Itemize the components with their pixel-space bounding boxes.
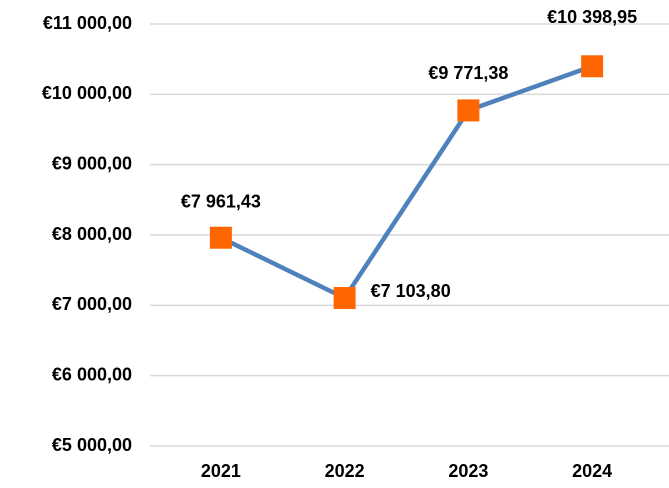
y-tick-label: €8 000,00	[52, 224, 132, 244]
x-tick-label: 2021	[201, 461, 241, 481]
y-tick-label: €9 000,00	[52, 153, 132, 173]
data-label: €7 103,80	[371, 281, 451, 301]
marker	[333, 287, 356, 310]
marker	[581, 55, 604, 78]
data-label: €7 961,43	[181, 191, 261, 211]
marker	[209, 226, 232, 249]
data-label: €10 398,95	[547, 7, 637, 27]
y-tick-label: €7 000,00	[52, 294, 132, 314]
y-tick-label: €5 000,00	[52, 435, 132, 455]
data-label: €9 771,38	[428, 63, 508, 83]
x-tick-label: 2023	[448, 461, 488, 481]
y-tick-label: €6 000,00	[52, 364, 132, 384]
y-tick-label: €11 000,00	[43, 13, 132, 33]
x-tick-label: 2024	[572, 461, 612, 481]
y-tick-label: €10 000,00	[42, 83, 132, 103]
line	[219, 64, 593, 301]
marker	[457, 99, 480, 122]
x-tick-label: 2022	[325, 461, 365, 481]
